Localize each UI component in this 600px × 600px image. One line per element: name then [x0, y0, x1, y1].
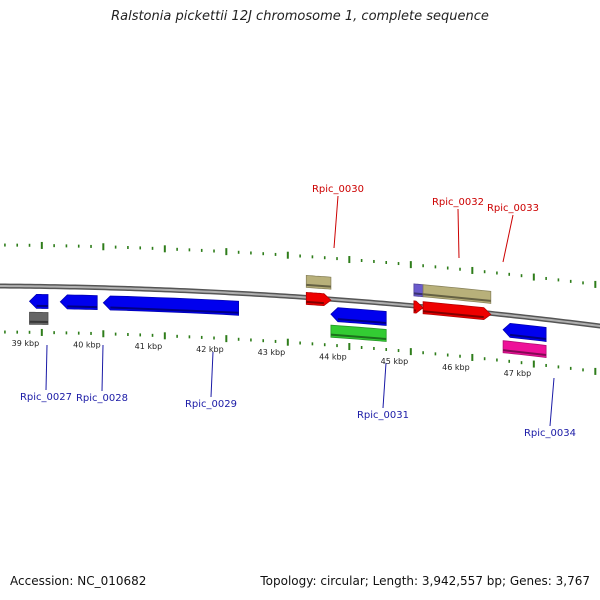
scale-label-39kbp: 39 kbp — [12, 339, 40, 348]
feature-tracks — [28, 274, 547, 358]
forward-cds-feature-shade — [306, 300, 324, 305]
forward-gene-feature-shade — [423, 293, 491, 302]
scale-label-47kbp: 47 kbp — [504, 369, 532, 378]
leader-line-reverse — [210, 351, 214, 398]
chromosome-backbone — [0, 283, 600, 329]
reverse-cds-feature-shade — [509, 333, 547, 340]
gene-label-rpic-0029[interactable]: Rpic_0029 — [185, 399, 237, 410]
forward-gene-feature-shade — [413, 292, 424, 296]
gene-label-rpic-0028[interactable]: Rpic_0028 — [76, 393, 128, 404]
map-title: Ralstonia pickettii 12J chromosome 1, co… — [111, 9, 489, 24]
scale-label-45kbp: 45 kbp — [381, 357, 409, 366]
reverse-gene-feature-shade — [330, 333, 387, 340]
reverse-cds-feature-shade — [337, 318, 387, 324]
leader-line-forward — [502, 214, 514, 263]
inner-tick-ring — [4, 328, 597, 375]
genome-summary-text: Topology: circular; Length: 3,942,557 bp… — [260, 574, 590, 588]
gene-labels: Rpic_0030 Rpic_0032 Rpic_0033 Rpic_0027 … — [20, 184, 576, 439]
scale-labels: 39 kbp 40 kbp 41 kbp 42 kbp 43 kbp 44 kb… — [12, 339, 532, 378]
accession-text: Accession: NC_010682 — [10, 574, 147, 588]
scale-label-40kbp: 40 kbp — [73, 340, 101, 349]
leader-line-reverse — [45, 344, 48, 391]
leader-line-forward — [333, 195, 339, 249]
scale-label-44kbp: 44 kbp — [319, 352, 347, 361]
reverse-cds-feature[interactable] — [28, 293, 49, 309]
scale-label-46kbp: 46 kbp — [442, 363, 470, 372]
leader-line-reverse — [549, 377, 555, 427]
leader-line-reverse — [101, 344, 104, 392]
scale-label-41kbp: 41 kbp — [135, 342, 163, 351]
forward-gene-feature-shade — [306, 283, 331, 288]
scale-label-42kbp: 42 kbp — [196, 345, 224, 354]
gene-label-rpic-0027[interactable]: Rpic_0027 — [20, 392, 72, 403]
leader-line-reverse — [382, 362, 387, 409]
reverse-gene-feature-shade — [502, 349, 547, 356]
outer-tick-ring — [4, 241, 597, 288]
reverse-cds-feature-shade — [110, 306, 239, 314]
forward-cds-feature[interactable] — [413, 300, 424, 314]
backbone-highlight — [0, 284, 600, 328]
gene-label-rpic-0034[interactable]: Rpic_0034 — [524, 428, 576, 439]
label-leader-lines — [45, 195, 555, 427]
forward-cds-feature[interactable] — [422, 301, 492, 321]
gene-label-rpic-0033[interactable]: Rpic_0033 — [487, 203, 539, 214]
reverse-cds-feature-shade — [67, 305, 98, 309]
leader-line-forward — [457, 208, 460, 259]
gene-label-rpic-0031[interactable]: Rpic_0031 — [357, 410, 409, 421]
scale-label-43kbp: 43 kbp — [258, 348, 286, 357]
gene-label-rpic-0032[interactable]: Rpic_0032 — [432, 197, 484, 208]
forward-cds-feature-shade — [423, 310, 484, 319]
gene-label-rpic-0030[interactable]: Rpic_0030 — [312, 184, 364, 195]
